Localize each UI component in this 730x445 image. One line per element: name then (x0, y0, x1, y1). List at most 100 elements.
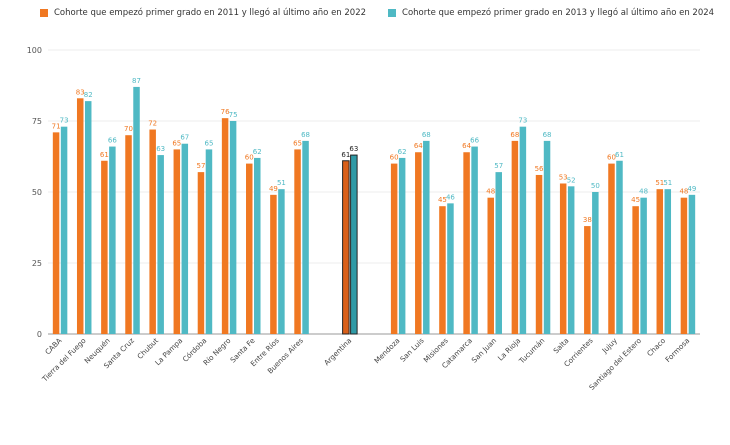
bar-s1-4 (149, 129, 156, 334)
data-label-s2-12: 63 (349, 145, 358, 153)
y-tick-label-3: 75 (32, 117, 42, 126)
bar-s1-10 (294, 149, 301, 334)
data-label-s1-10: 65 (293, 139, 302, 147)
data-label-s1-25: 51 (655, 179, 664, 187)
data-label-s1-0: 71 (52, 122, 61, 130)
bar-s1-1 (76, 98, 84, 334)
data-label-s1-16: 45 (438, 196, 447, 204)
bar-s1-26 (680, 197, 688, 334)
data-label-s2-18: 57 (494, 162, 503, 170)
bar-s2-23 (616, 160, 623, 334)
legend-label-series-2: Cohorte que empezó primer grado en 2013 … (402, 8, 715, 18)
bar-s1-6 (197, 172, 205, 334)
data-label-s1-21: 53 (559, 173, 568, 181)
data-label-s1-3: 70 (124, 125, 133, 133)
data-label-s2-24: 48 (639, 188, 648, 196)
data-label-s2-8: 62 (253, 148, 262, 156)
bar-s2-5 (181, 143, 189, 334)
data-label-s2-0: 73 (60, 117, 69, 125)
bar-s1-24 (632, 206, 639, 334)
data-label-s2-20: 68 (543, 131, 552, 139)
data-label-s2-2: 66 (108, 137, 117, 145)
bar-s2-4 (157, 155, 164, 334)
data-label-s1-19: 68 (510, 131, 519, 139)
legend-swatch-series-1 (40, 9, 48, 17)
x-tick-label-12: Argentina (322, 336, 353, 367)
bar-s1-22 (584, 226, 591, 334)
bar-s2-17 (471, 146, 478, 334)
bar-s1-8 (246, 163, 253, 334)
data-label-s1-14: 60 (390, 154, 399, 162)
data-label-s2-4: 63 (156, 145, 165, 153)
bar-s1-0 (52, 132, 60, 334)
data-label-s2-5: 67 (180, 134, 189, 142)
data-label-s2-9: 51 (277, 179, 286, 187)
data-label-s2-6: 65 (205, 139, 214, 147)
data-label-s2-3: 87 (132, 77, 141, 85)
legend-label-series-1: Cohorte que empezó primer grado en 2011 … (54, 8, 367, 18)
data-label-s1-17: 64 (462, 142, 471, 150)
bar-s1-21 (559, 183, 567, 334)
bar-s2-10 (302, 140, 309, 334)
bar-s1-25 (656, 189, 664, 334)
data-label-s1-4: 72 (148, 120, 157, 128)
data-label-s2-10: 68 (301, 131, 310, 139)
data-label-s2-21: 52 (567, 176, 576, 184)
data-label-s2-25: 51 (663, 179, 672, 187)
x-tick-label-23: Jujuy (599, 336, 619, 356)
data-label-s2-14: 62 (398, 148, 407, 156)
data-label-s1-12: 61 (341, 151, 350, 159)
x-tick-label-14: Mendoza (372, 336, 401, 365)
bar-s2-8 (254, 157, 261, 334)
legend-item-series-2[interactable]: Cohorte que empezó primer grado en 2013 … (388, 8, 714, 18)
bar-s2-14 (398, 157, 406, 334)
data-label-s1-26: 48 (679, 188, 688, 196)
data-label-s1-15: 64 (414, 142, 423, 150)
bar-s2-22 (592, 192, 599, 334)
bar-s1-9 (270, 194, 277, 334)
bar-s2-1 (84, 101, 92, 335)
bar-s1-20 (535, 174, 543, 334)
data-label-s1-22: 38 (583, 216, 592, 224)
data-label-s2-17: 66 (470, 137, 479, 145)
bar-s2-26 (688, 194, 696, 334)
bar-s1-2 (101, 160, 108, 334)
data-label-s1-1: 83 (76, 88, 85, 96)
data-label-s2-1: 82 (84, 91, 93, 99)
x-tick-label-18: San Juan (470, 336, 499, 365)
bar-s2-16 (447, 203, 454, 334)
data-label-s1-18: 48 (486, 188, 495, 196)
data-label-s1-6: 57 (197, 162, 206, 170)
data-label-s2-15: 68 (422, 131, 431, 139)
bar-s2-25 (664, 189, 672, 334)
data-label-s1-23: 60 (607, 154, 616, 162)
bar-s2-2 (109, 146, 116, 334)
x-tick-label-20: Tucumán (517, 336, 547, 366)
bar-s1-12 (342, 160, 350, 335)
bar-s1-19 (511, 140, 519, 334)
bar-s1-15 (415, 152, 422, 334)
data-label-s1-20: 56 (535, 165, 544, 173)
data-label-s1-5: 65 (172, 139, 181, 147)
bar-s1-5 (173, 149, 181, 334)
x-tick-label-0: CABA (43, 336, 63, 356)
bar-s2-3 (133, 86, 140, 334)
y-tick-label-0: 0 (37, 330, 42, 339)
data-label-s1-9: 49 (269, 185, 278, 193)
bar-s1-17 (463, 152, 470, 334)
bar-s2-6 (205, 149, 213, 334)
data-label-s2-7: 75 (229, 111, 238, 119)
bar-s2-24 (640, 197, 647, 334)
x-tick-label-1: Tierra del Fuego (40, 336, 88, 384)
x-tick-label-21: Salta (551, 336, 570, 355)
bar-s1-7 (221, 118, 229, 334)
bar-s2-9 (278, 189, 285, 334)
y-tick-label-4: 100 (27, 46, 42, 55)
legend: Cohorte que empezó primer grado en 2011 … (40, 8, 714, 18)
data-label-s1-8: 60 (245, 154, 254, 162)
bar-s1-18 (487, 197, 494, 334)
bar-s2-21 (567, 186, 575, 334)
data-label-s1-24: 45 (631, 196, 640, 204)
legend-item-series-1[interactable]: Cohorte que empezó primer grado en 2011 … (40, 8, 366, 18)
